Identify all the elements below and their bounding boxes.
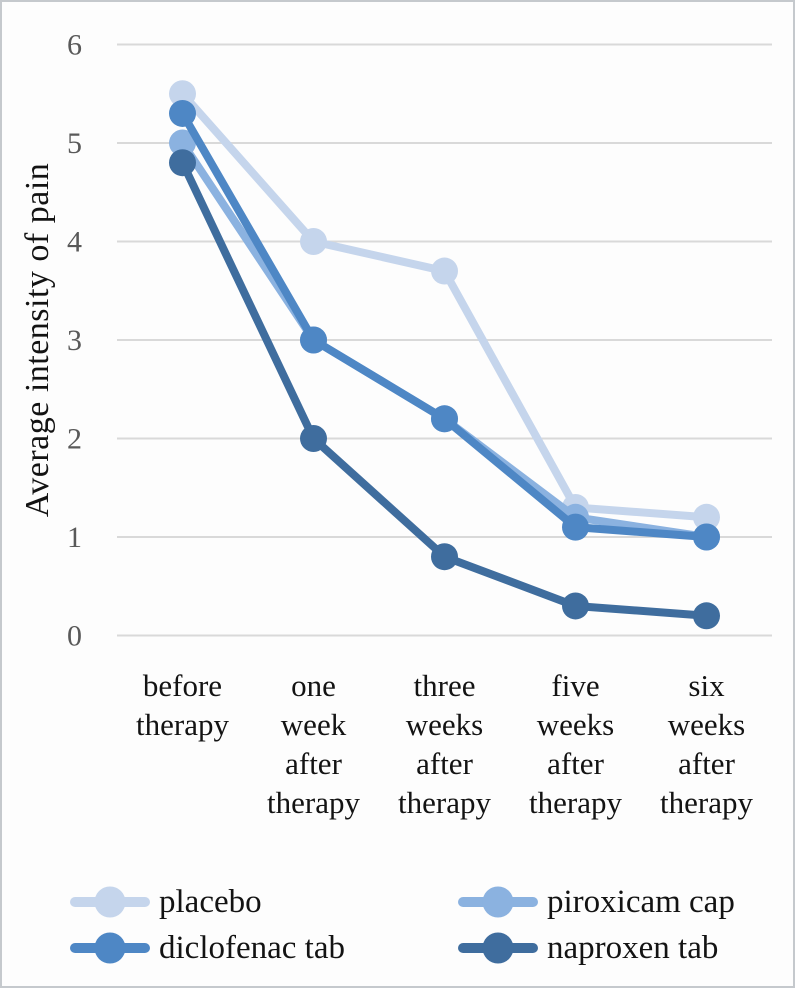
legend-marker-dot [482,932,514,964]
y-tick-label-4: 4 [67,226,82,259]
data-point-placebo-2 [431,257,458,285]
y-tick-label-3: 3 [67,324,82,357]
data-point-naproxen-tab-0 [169,149,196,177]
data-point-placebo-0 [169,80,196,108]
legend-marker-icon [458,885,538,919]
y-axis-title: Average intensity of pain [19,162,56,518]
legend-item-placebo: placebo [70,884,458,920]
legend-marker-icon [70,931,150,965]
data-point-diclofenac-tab-4 [693,523,720,551]
y-tick-label-6: 6 [67,29,82,62]
data-point-naproxen-tab-1 [300,425,327,452]
legend-marker-dot [94,932,126,964]
x-category-label-0: before therapy [136,668,229,742]
y-tick-label-0: 0 [67,620,82,653]
data-point-naproxen-tab-4 [693,602,720,630]
legend-marker-icon [458,931,538,965]
y-tick-label-1: 1 [67,521,82,554]
data-point-diclofenac-tab-0 [169,99,196,127]
legend-item-diclofenac-tab: diclofenac tab [70,930,458,966]
x-category-label-3: five weeks after therapy [529,668,622,820]
data-point-piroxicam-cap-0 [169,129,196,157]
data-point-placebo-1 [300,228,327,255]
y-tick-label-2: 2 [67,423,82,456]
legend-item-piroxicam-cap: piroxicam cap [458,884,735,920]
data-point-diclofenac-tab-3 [562,513,589,541]
data-point-naproxen-tab-3 [562,592,589,620]
chart-legend: placebo piroxicam cap diclofenac tab naprox… [70,884,735,966]
legend-marker-icon [70,885,150,919]
legend-label: naproxen tab [547,929,719,966]
data-point-naproxen-tab-2 [431,543,458,571]
legend-label: piroxicam cap [547,883,735,920]
data-point-diclofenac-tab-2 [431,405,458,433]
legend-item-naproxen-tab: naproxen tab [458,930,735,966]
y-tick-label-5: 5 [67,127,82,160]
x-category-label-4: six weeks after therapy [660,668,753,820]
data-point-placebo-4 [693,503,720,531]
series-line-placebo [178,89,711,522]
x-category-label-1: one week after therapy [267,668,360,820]
legend-label: diclofenac tab [159,929,345,966]
x-category-label-2: three weeks after therapy [398,668,491,820]
line-chart-canvas: 0 1 2 3 4 5 6 before therapy one week after therapy t… [67,29,772,820]
legend-marker-dot [482,886,514,918]
legend-marker-dot [94,886,126,918]
data-point-diclofenac-tab-1 [300,326,327,354]
legend-label: placebo [159,883,262,920]
